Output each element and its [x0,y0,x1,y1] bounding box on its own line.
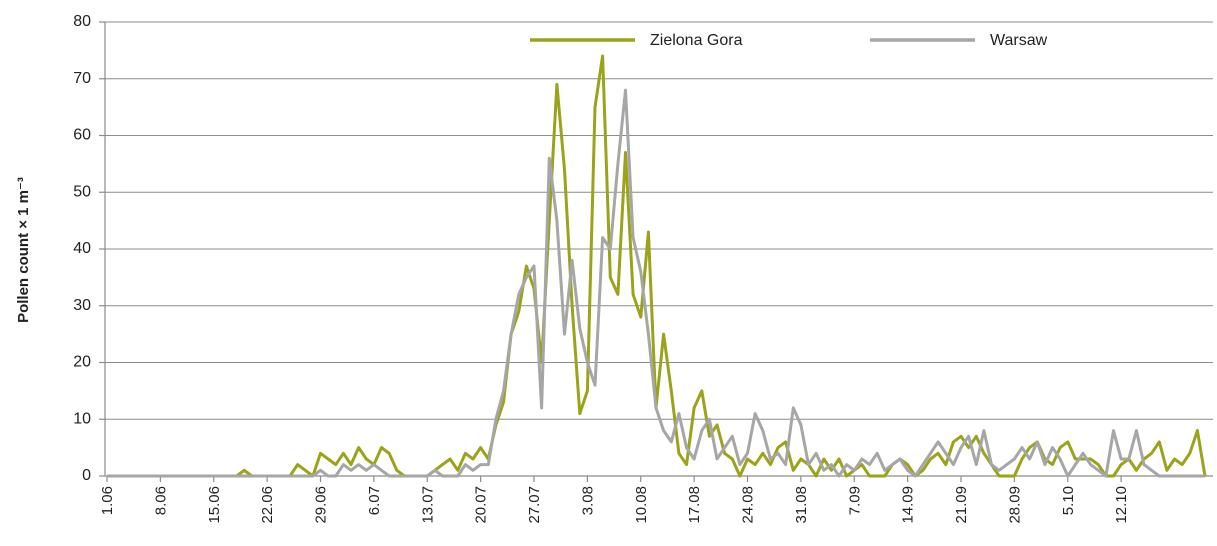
x-tick-label: 7.09 [846,486,863,515]
x-tick-label: 31.08 [793,486,810,524]
legend-label: Warsaw [990,32,1048,49]
x-tick-label: 12.10 [1113,486,1130,524]
x-tick-label: 17.08 [686,486,703,524]
legend-label: Zielona Gora [650,32,743,49]
y-tick-label: 80 [73,13,91,30]
x-tick-label: 28.09 [1006,486,1023,524]
y-tick-label: 20 [73,354,91,371]
y-axis-label: Pollen count × 1 m⁻³ [15,177,32,323]
x-tick-label: 5.10 [1060,486,1077,515]
x-tick-label: 13.07 [419,486,436,524]
y-tick-label: 70 [73,70,91,87]
y-tick-label: 10 [73,410,91,427]
y-tick-label: 50 [73,183,91,200]
x-tick-label: 27.07 [526,486,543,524]
x-tick-label: 10.08 [633,486,650,524]
x-tick-label: 24.08 [740,486,757,524]
y-tick-label: 30 [73,297,91,314]
x-tick-label: 3.08 [579,486,596,515]
y-tick-label: 0 [82,467,91,484]
x-tick-label: 14.09 [900,486,917,524]
x-tick-label: 1.06 [99,486,116,515]
series-line [107,88,1205,478]
series-line [107,54,1207,478]
x-tick-label: 21.09 [953,486,970,524]
x-tick-label: 20.07 [473,486,490,524]
x-tick-label: 22.06 [259,486,276,524]
x-tick-label: 29.06 [313,486,330,524]
y-tick-label: 40 [73,240,91,257]
x-tick-label: 15.06 [206,486,223,524]
x-tick-label: 6.07 [366,486,383,515]
x-tick-label: 8.06 [152,486,169,515]
y-tick-label: 60 [73,127,91,144]
